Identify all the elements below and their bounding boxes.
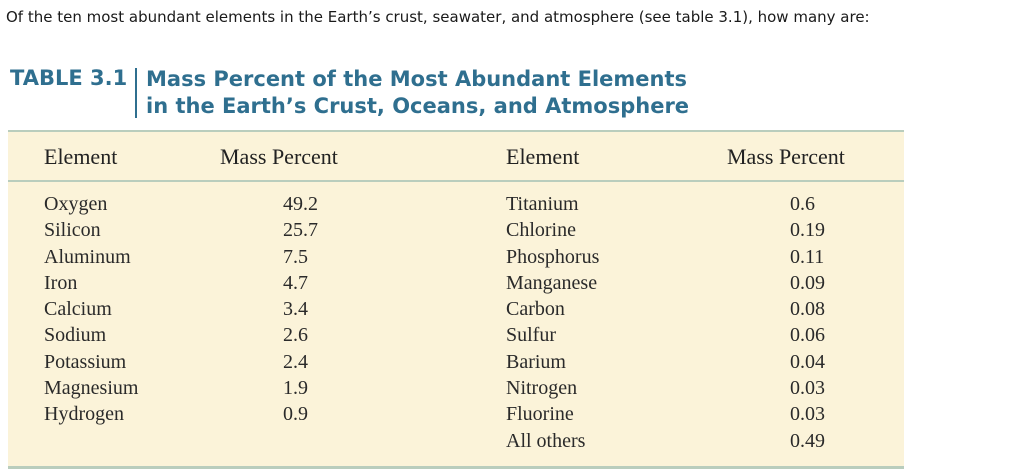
table-cell: Titanium [506,193,579,215]
table-title-line-1: Mass Percent of the Most Abundant Elemen… [146,67,688,91]
table-cell: 0.06 [790,324,825,347]
table-cell: 7.5 [283,245,308,268]
table-cell: 2.6 [283,324,308,347]
right-element-column: Titanium Chlorine Phosphorus Manganese C… [506,191,599,454]
table-cell: Silicon [44,219,101,242]
table-cell: 3.4 [283,298,308,321]
table-cell: 0.6 [790,193,815,215]
table-cell: 49.2 [283,193,318,215]
table-label: TABLE 3.1 [10,66,128,90]
table-cell: Magnesium [44,377,139,400]
header-rule [8,180,904,182]
header-element-left: Element [44,144,118,169]
table-cell: 0.19 [790,219,825,242]
table-cell: Calcium [44,298,112,321]
table-cell: Iron [44,271,78,294]
table-cell: Hydrogen [44,403,124,426]
table-cell: Carbon [506,298,565,321]
table-caption: TABLE 3.1 Mass Percent of the Most Abund… [8,66,908,122]
question-text: Of the ten most abundant elements in the… [6,8,870,26]
table-cell: Sulfur [506,324,556,347]
header-mass-percent-right: Mass Percent [727,144,845,169]
table-cell: Barium [506,350,566,373]
table-cell: 2.4 [283,350,308,373]
table-cell: Manganese [506,271,598,294]
title-divider [135,68,137,118]
table-cell: 0.08 [790,298,825,321]
table-cell: 25.7 [283,219,318,242]
header-mass-percent-left: Mass Percent [220,144,338,169]
table-cell: 1.9 [283,377,308,400]
table-cell: All others [506,429,586,452]
table-cell: Oxygen [44,193,108,215]
table-title-line-2: in the Earth’s Crust, Oceans, and Atmosp… [146,94,690,118]
table-cell: Nitrogen [506,377,578,400]
table-cell: 0.09 [790,271,825,294]
left-element-column: Oxygen Silicon Aluminum Iron Calcium Sod… [44,191,138,428]
left-value-column: 49.2 25.7 7.5 4.7 3.4 2.6 2.4 1.9 0.9 [283,191,318,428]
abundance-table: Element Mass Percent Element Mass Percen… [8,130,904,469]
table-cell: Phosphorus [506,245,600,268]
header-element-right: Element [506,144,580,169]
table-cell: 0.03 [790,377,825,400]
right-value-column: 0.6 0.19 0.11 0.09 0.08 0.06 0.04 0.03 0… [790,191,825,454]
table-cell: 4.7 [283,271,308,294]
table-cell: Aluminum [44,245,131,268]
table-cell: 0.11 [790,245,825,268]
table-cell: Fluorine [506,403,574,426]
table-cell: 0.03 [790,403,825,426]
table-cell: 0.49 [790,429,825,452]
table-cell: Chlorine [506,219,576,242]
table-title: Mass Percent of the Most Abundant Elemen… [146,66,689,120]
table-cell: Sodium [44,324,107,347]
table-cell: 0.04 [790,350,825,373]
table-cell: 0.9 [283,403,308,426]
table-cell: Potassium [44,350,127,373]
